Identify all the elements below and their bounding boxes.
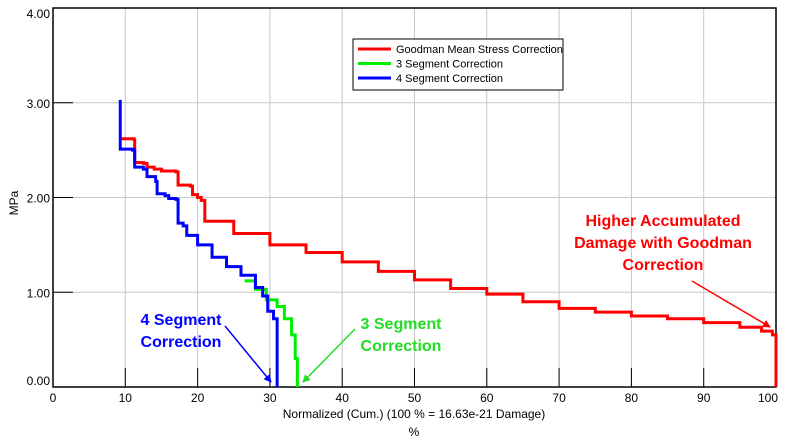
x-tick-label: 60 xyxy=(480,391,494,405)
annotation-text: 3 Segment xyxy=(361,316,443,333)
annotation-arrow xyxy=(302,328,356,383)
x-tick-label: 80 xyxy=(625,391,639,405)
y-tick-label: 1.00 xyxy=(27,286,51,300)
x-tick-label: 30 xyxy=(263,391,277,405)
annotation-text: Correction xyxy=(141,334,222,351)
series-line-3 xyxy=(118,99,279,387)
annotation-text: 4 Segment xyxy=(141,312,223,329)
x-axis-unit: % xyxy=(409,425,420,439)
legend-label: 3 Segment Correction xyxy=(396,59,503,71)
annotation-text: Correction xyxy=(623,257,704,274)
legend: Goodman Mean Stress Correction 3 Segment … xyxy=(352,38,564,91)
y-axis-label: MPa xyxy=(7,190,21,215)
axis-ticks: 0 10 20 30 40 50 60 70 80 90 100 0.00 1.00 2.00 3.00 4.… xyxy=(27,7,779,405)
x-tick-label: 100 xyxy=(758,391,778,405)
x-tick-label: 70 xyxy=(552,391,566,405)
y-tick-label: 2.00 xyxy=(27,192,51,206)
x-tick-label: 50 xyxy=(408,391,422,405)
x-tick-label: 0 xyxy=(50,391,57,405)
x-axis-label: Normalized (Cum.) (100 % = 16.63e-21 Dam… xyxy=(283,407,545,421)
series-line-2 xyxy=(244,279,299,387)
series-line-1 xyxy=(121,137,778,387)
series-group xyxy=(118,99,778,387)
annotation-arrow xyxy=(691,280,771,328)
annotation-text: Damage with Goodman xyxy=(574,235,752,252)
y-tick-label: 4.00 xyxy=(27,7,51,21)
x-tick-label: 40 xyxy=(336,391,350,405)
annotation-text: Correction xyxy=(361,338,442,355)
y-tick-label: 0.00 xyxy=(27,374,51,388)
legend-label: Goodman Mean Stress Correction xyxy=(396,44,563,56)
y-tick-label: 3.00 xyxy=(27,97,51,111)
x-tick-label: 90 xyxy=(697,391,711,405)
annotation-arrow xyxy=(224,325,272,383)
x-tick-label: 10 xyxy=(119,391,133,405)
annotations: 4 Segment Correction 3 Segment Correction Hi… xyxy=(141,213,771,383)
annotation-text: Higher Accumulated xyxy=(586,213,741,230)
x-tick-label: 20 xyxy=(191,391,205,405)
legend-label: 4 Segment Correction xyxy=(396,73,503,85)
